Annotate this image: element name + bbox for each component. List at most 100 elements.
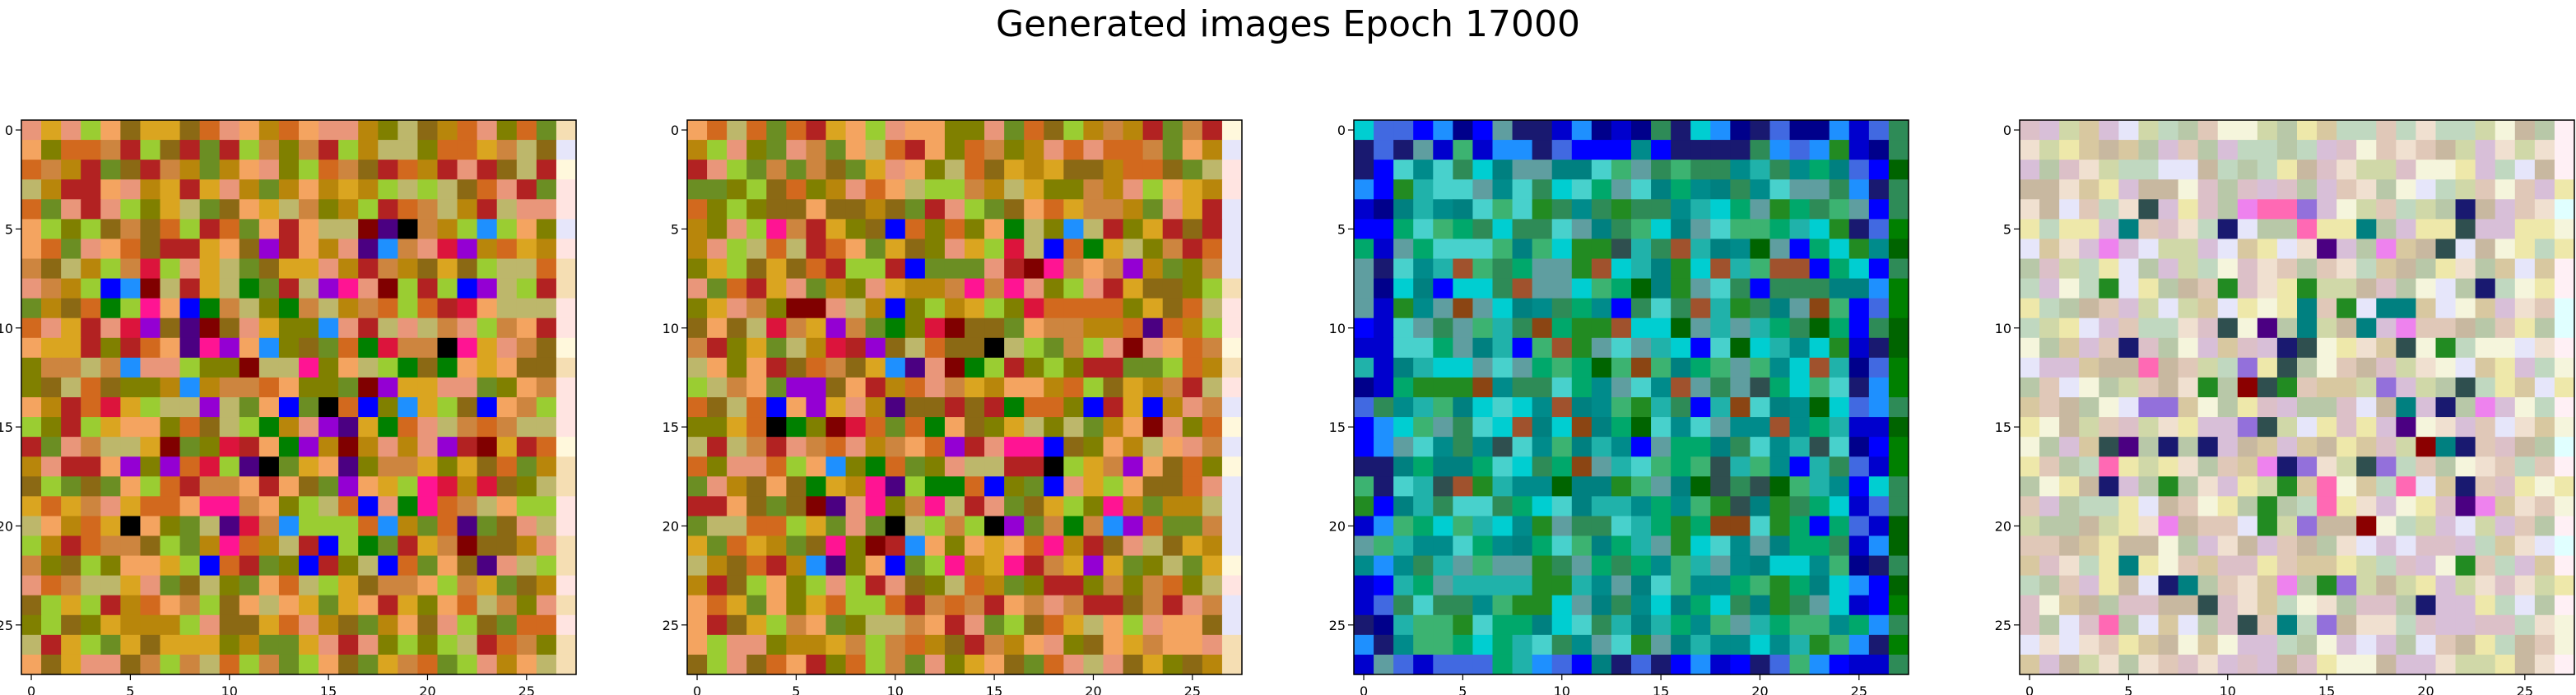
image-pixel [727,595,747,616]
image-pixel [1044,337,1064,359]
image-pixel [1532,239,1553,260]
image-pixel [746,496,767,517]
image-pixel [1221,437,1243,457]
image-pixel [61,397,81,418]
image-pixel [417,160,439,180]
image-pixel [1103,219,1124,240]
image-pixel [100,140,121,160]
image-pixel [965,397,985,418]
image-pixel [1651,555,1672,577]
image-pixel [806,337,827,359]
image-pixel [2158,437,2179,457]
image-pixel [1063,219,1085,240]
x-tick-label: 10 [887,683,904,695]
image-pixel [1868,614,1890,636]
image-pixel [1591,575,1612,596]
image-pixel [2534,199,2555,220]
image-pixel [2276,417,2298,438]
image-pixel [1413,654,1434,675]
image-pixel [1123,239,1144,260]
image-pixel [1472,476,1494,497]
image-pixel [199,278,221,299]
image-pixel [2416,634,2437,656]
image-pixel [2475,614,2496,636]
image-pixel [1571,140,1593,160]
image-pixel [845,654,867,675]
image-pixel [1829,278,1850,299]
image-pixel [2020,179,2040,200]
image-pixel [398,239,419,260]
image-pixel [61,160,81,180]
image-pixel [766,456,787,477]
image-pixel [2039,160,2060,180]
image-pixel [1044,555,1064,577]
image-pixel [398,555,419,577]
image-pixel [1512,298,1533,319]
image-pixel [1142,555,1164,577]
image-pixel [904,317,926,339]
image-pixel [746,278,767,299]
image-pixel [2039,654,2060,675]
image-pixel [1532,357,1553,378]
image-pixel [2178,437,2199,457]
image-pixel [556,634,577,656]
image-pixel [687,595,708,616]
image-pixel [806,258,827,280]
image-pixel [687,179,708,200]
image-pixel [417,575,439,596]
image-pixel [2138,417,2160,438]
image-pixel [2317,516,2337,537]
image-pixel [2495,634,2516,656]
image-pixel [2337,357,2357,378]
image-pixel [358,634,379,656]
image-pixel [1142,377,1164,398]
image-pixel [1551,516,1573,537]
image-pixel [437,417,458,438]
y-tick-label: 15 [1329,419,1346,435]
image-pixel [299,377,319,398]
image-pixel [1492,614,1514,636]
image-pixel [1710,377,1731,398]
image-pixel [924,239,946,260]
image-pixel [1492,120,1514,141]
image-pixel [1690,219,1711,240]
image-pixel [398,634,419,656]
image-pixel [219,258,240,280]
image-pixel [378,377,398,398]
image-pixel [1750,317,1771,339]
image-pixel [1631,634,1652,656]
image-pixel [2178,595,2199,616]
image-pixel [81,199,101,220]
image-pixel [1571,456,1593,477]
image-pixel [239,239,260,260]
image-pixel [120,140,142,160]
image-pixel [1690,654,1711,675]
image-pixel [160,317,181,339]
image-pixel [2297,179,2318,200]
image-pixel [944,614,965,636]
image-pixel [2396,337,2417,359]
image-pixel [2534,278,2555,299]
image-pixel [1829,535,1850,557]
image-pixel [1472,120,1494,141]
image-pixel [1221,160,1243,180]
image-pixel [516,258,537,280]
image-pixel [100,258,121,280]
image-pixel [299,575,319,596]
image-pixel [984,654,1005,675]
image-pixel [2059,476,2080,497]
image-pixel [2099,258,2119,280]
image-pixel [1769,357,1791,378]
image-pixel [1888,496,1909,517]
image-pixel [1512,120,1533,141]
image-pixel [1532,298,1553,319]
image-pixel [1182,417,1203,438]
image-pixel [924,179,946,200]
image-pixel [2020,160,2040,180]
image-pixel [2237,595,2258,616]
image-pixel [61,614,81,636]
y-tick-label: 20 [0,518,13,534]
image-pixel [1413,535,1434,557]
image-pixel [2276,555,2298,577]
